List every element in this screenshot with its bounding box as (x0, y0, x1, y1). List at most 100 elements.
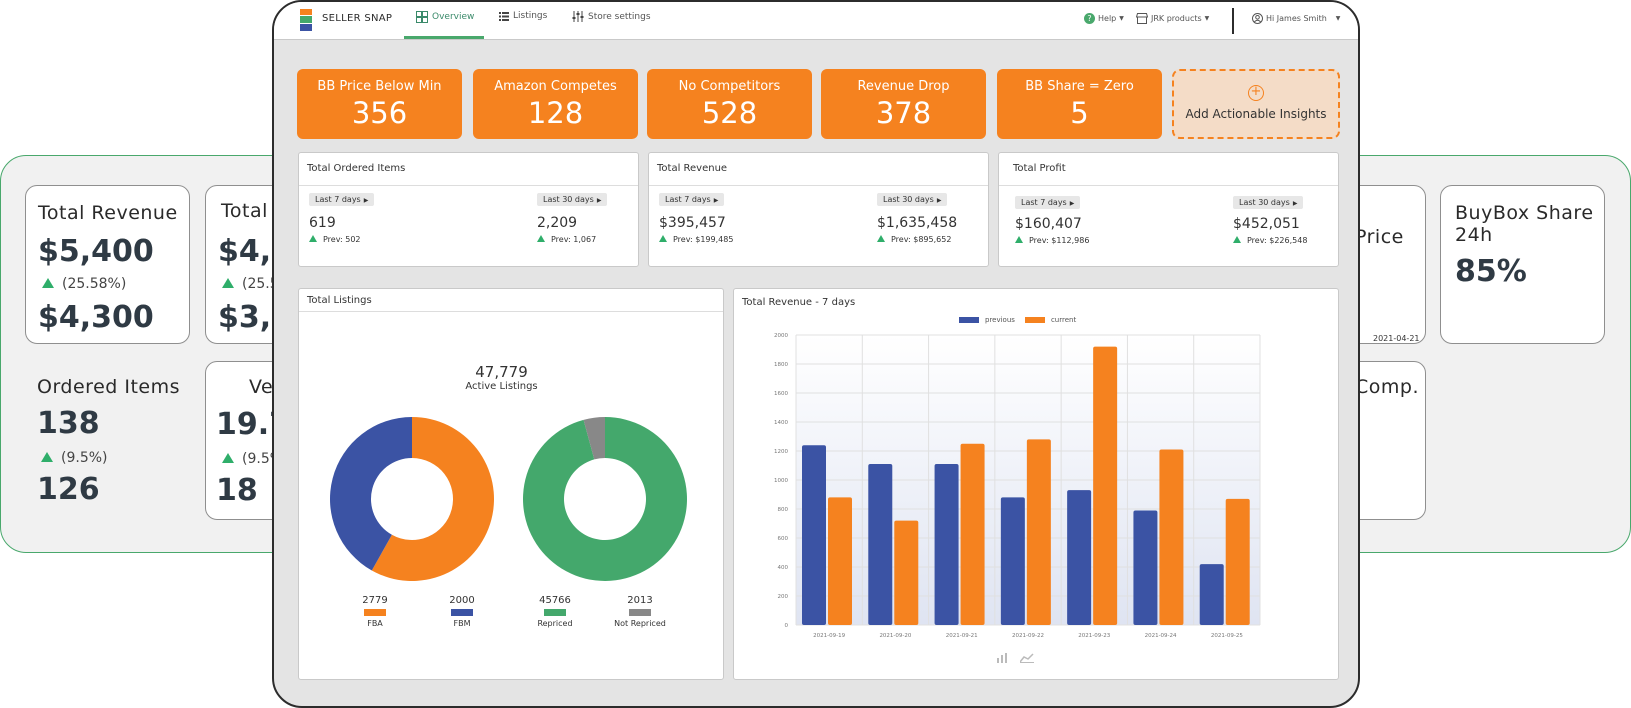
last-30-days-toggle[interactable]: Last 30 days ▶ (537, 193, 608, 206)
stat-value-30d: 2,209 (537, 215, 578, 231)
y-tick-label: 600 (778, 536, 789, 542)
up-arrow-icon (222, 453, 234, 463)
last-7-days-toggle[interactable]: Last 7 days ▶ (1015, 196, 1081, 209)
stat-title: Total Revenue (657, 163, 728, 174)
donut-slice-fba (371, 417, 495, 581)
last-7-days-toggle[interactable]: Last 7 days ▶ (309, 193, 375, 206)
y-tick-label: 1200 (774, 449, 788, 455)
play-icon: ▶ (363, 197, 369, 204)
play-icon: ▶ (1069, 200, 1075, 207)
y-tick-label: 200 (778, 594, 789, 600)
insight-bb-price-below-min[interactable]: BB Price Below Min 356 (297, 69, 462, 139)
insight-value: 5 (1070, 96, 1089, 130)
up-arrow-icon (41, 452, 53, 462)
play-icon: ▶ (596, 197, 602, 204)
legend-not-repriced: 2013 Not Repriced (604, 595, 676, 628)
insight-label: BB Price Below Min (317, 79, 442, 94)
bg-card-title: BuyBox Share 24h (1455, 202, 1594, 246)
legend-swatch (544, 609, 566, 616)
tab-listings[interactable]: Listings (499, 11, 547, 21)
insight-value: 528 (701, 96, 758, 130)
y-tick-label: 0 (785, 623, 789, 629)
legend-label-previous: previous (985, 316, 1015, 324)
stat-value-7d: 619 (309, 215, 336, 231)
tab-overview[interactable]: Overview (416, 11, 474, 23)
bar-previous (868, 464, 893, 625)
chart-title: Total Revenue - 7 days (742, 297, 856, 308)
active-listings-total: 47,779 (475, 363, 528, 381)
plus-icon: + (1248, 85, 1264, 101)
tab-store-settings[interactable]: Store settings (572, 11, 651, 22)
up-arrow-icon (1233, 236, 1241, 243)
y-tick-label: 2000 (774, 333, 788, 339)
stat-prev-7d: Prev: $112,986 (1015, 236, 1089, 245)
donut-slice-not-repriced (583, 417, 605, 460)
last-7-days-toggle[interactable]: Last 7 days ▶ (659, 193, 725, 206)
bar-current (894, 520, 919, 625)
insight-no-competitors[interactable]: No Competitors 528 (647, 69, 812, 139)
chart-legend: previous current (959, 316, 1076, 324)
store-selector[interactable]: JRK products ▼ (1136, 13, 1209, 24)
bar-previous (1199, 564, 1224, 625)
up-arrow-icon (222, 278, 234, 288)
bg-card-value: $5,400 (38, 234, 154, 269)
y-tick-label: 1800 (774, 362, 788, 368)
line-chart-icon[interactable] (1020, 653, 1034, 663)
top-navigation-bar: SELLER SNAP Overview Listings Store sett… (274, 2, 1358, 40)
bar-current (828, 497, 852, 625)
bar-current (1093, 346, 1118, 625)
y-tick-label: 1000 (774, 478, 788, 484)
insight-label: Revenue Drop (857, 79, 950, 94)
stat-card-total-ordered-items: Total Ordered Items Last 7 days ▶ Last 30… (298, 152, 639, 267)
y-tick-label: 400 (778, 565, 789, 571)
help-icon: ? (1084, 13, 1095, 24)
insight-amazon-competes[interactable]: Amazon Competes 128 (473, 69, 638, 139)
stat-prev-30d: Prev: 1,067 (537, 235, 596, 244)
donut-chart-repricing (523, 417, 687, 581)
insight-label: Amazon Competes (494, 79, 617, 94)
stat-value-30d: $452,051 (1233, 216, 1300, 232)
bar-previous (802, 445, 826, 625)
donut-slice-fbm (330, 417, 412, 571)
brand-name: SELLER SNAP (322, 13, 393, 24)
stat-value-7d: $160,407 (1015, 216, 1082, 232)
legend-fba: 2779 FBA (351, 595, 399, 628)
bg-card-buybox-share: BuyBox Share 24h 85% (1440, 185, 1605, 344)
nav-divider (1232, 8, 1234, 34)
help-menu[interactable]: ? Help ▼ (1084, 13, 1124, 24)
bar-previous (1133, 510, 1158, 625)
last-30-days-toggle[interactable]: Last 30 days ▶ (877, 193, 948, 206)
bar-current (1159, 449, 1184, 625)
legend-swatch (364, 609, 386, 616)
stat-title: Total Ordered Items (307, 163, 406, 174)
insight-revenue-drop[interactable]: Revenue Drop 378 (821, 69, 986, 139)
store-label: JRK products (1151, 14, 1202, 23)
bar-current (1225, 498, 1250, 625)
revenue-chart-panel: Total Revenue - 7 days previous current … (733, 288, 1339, 680)
bg-card-title: Total Revenue (38, 202, 178, 224)
up-arrow-icon (659, 235, 667, 242)
bg-card-title: Total (221, 200, 268, 222)
last-30-days-toggle[interactable]: Last 30 days ▶ (1233, 196, 1304, 209)
sliders-icon (572, 11, 584, 22)
up-arrow-icon (309, 235, 317, 242)
insight-bb-share-zero[interactable]: BB Share = Zero 5 (997, 69, 1162, 139)
stat-card-total-profit: Total Profit Last 7 days ▶ Last 30 days ▶ … (998, 152, 1339, 267)
bg-card-title: Ordered Items (37, 376, 181, 398)
bg-card-title: Price (1355, 226, 1404, 248)
legend-value: 2013 (627, 595, 653, 606)
bg-card-title: Ve (249, 376, 274, 398)
bar-previous (1067, 490, 1092, 625)
play-icon: ▶ (1292, 200, 1298, 207)
bar-chart-icon[interactable] (996, 653, 1008, 663)
x-tick-label: 2021-09-25 (1211, 633, 1243, 639)
up-arrow-icon (42, 278, 54, 288)
user-menu[interactable]: Hi James Smith ▼ (1252, 13, 1340, 24)
up-arrow-icon (1015, 236, 1023, 243)
insight-value: 356 (351, 96, 408, 130)
list-icon (499, 11, 509, 21)
stat-prev-7d: Prev: 502 (309, 235, 361, 244)
insight-label: BB Share = Zero (1025, 79, 1134, 94)
add-actionable-insights-button[interactable]: + Add Actionable Insights (1172, 69, 1340, 139)
bar-previous (1000, 497, 1025, 625)
